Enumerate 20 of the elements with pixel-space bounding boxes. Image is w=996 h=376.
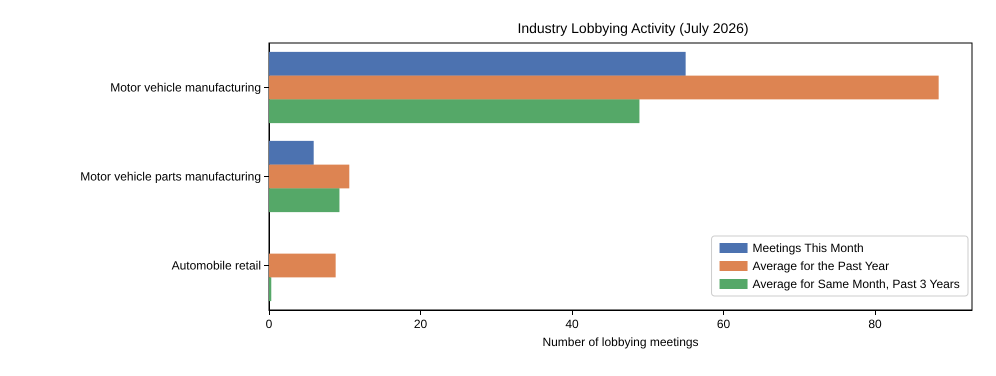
x-tick-label: 80 [868,317,882,331]
bar [269,188,340,212]
bar [269,254,336,278]
x-tick-label: 20 [414,317,428,331]
bar [269,140,314,165]
legend-label: Average for Same Month, Past 3 Years [752,277,960,291]
x-tick-label: 0 [266,317,273,331]
bar [269,164,350,188]
legend-label: Meetings This Month [752,241,864,255]
y-tick-label: Automobile retail [172,258,261,272]
x-tick-label: 40 [565,317,580,331]
bar [269,99,640,124]
x-axis-title: Number of lobbying meetings [542,335,699,349]
bar [269,52,686,76]
chart-title: Industry Lobbying Activity (July 2026) [517,20,749,36]
y-tick-label: Motor vehicle parts manufacturing [80,170,261,184]
x-tick-label: 60 [716,317,731,331]
bar [269,76,939,100]
legend-label: Average for the Past Year [752,259,890,273]
y-tick-label: Motor vehicle manufacturing [110,80,261,94]
